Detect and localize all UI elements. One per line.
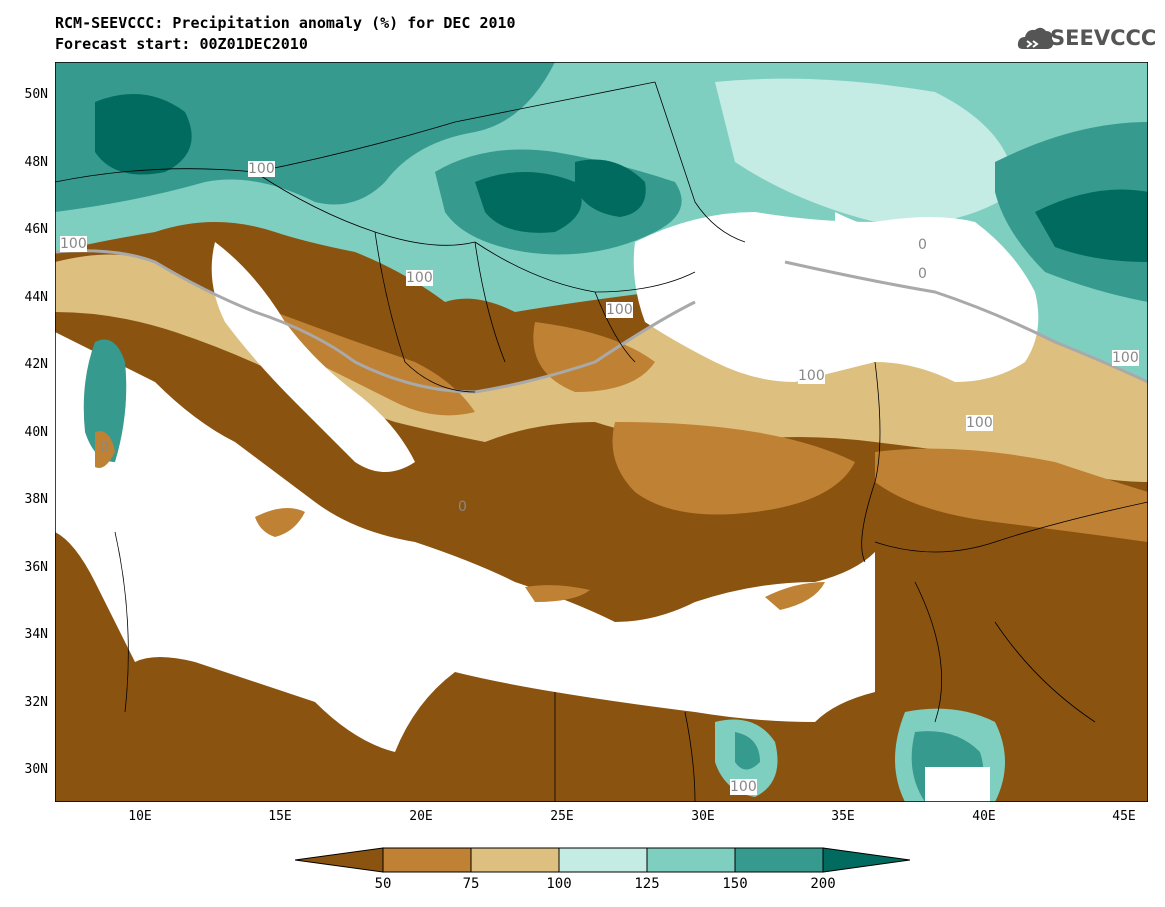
contour-label-100: 100 bbox=[798, 368, 825, 384]
legend-swatch bbox=[822, 847, 910, 873]
legend-swatch bbox=[470, 847, 560, 873]
lat-label: 32N bbox=[24, 695, 48, 710]
legend-label: 150 bbox=[722, 876, 748, 892]
lon-label: 45E bbox=[1112, 809, 1136, 824]
lon-label: 15E bbox=[268, 809, 292, 824]
legend-label: 125 bbox=[634, 876, 660, 892]
lon-label: 40E bbox=[972, 809, 996, 824]
contour-label-100: 100 bbox=[730, 779, 757, 795]
logo-text: SEEVCCC bbox=[1050, 26, 1157, 50]
cloud-logo-icon bbox=[1017, 27, 1054, 49]
lat-label: 30N bbox=[24, 762, 48, 777]
lat-label: 40N bbox=[24, 425, 48, 440]
lon-label: 35E bbox=[831, 809, 855, 824]
lon-label: 10E bbox=[128, 809, 152, 824]
lat-label: 48N bbox=[24, 155, 48, 170]
lat-label: 42N bbox=[24, 357, 48, 372]
lat-label: 34N bbox=[24, 627, 48, 642]
lon-label: 30E bbox=[691, 809, 715, 824]
lon-label: 20E bbox=[409, 809, 433, 824]
legend-swatch bbox=[734, 847, 824, 873]
contour-label-100: 100 bbox=[60, 236, 87, 252]
lat-label: 44N bbox=[24, 290, 48, 305]
lat-label: 36N bbox=[24, 560, 48, 575]
contour-label-100: 100 bbox=[248, 161, 275, 177]
legend-label: 75 bbox=[462, 876, 480, 892]
legend-label: 100 bbox=[546, 876, 572, 892]
lat-label: 46N bbox=[24, 222, 48, 237]
legend-swatch bbox=[382, 847, 472, 873]
contour-label-0: 0 bbox=[100, 440, 109, 456]
lon-label: 25E bbox=[550, 809, 574, 824]
legend-colorbar bbox=[295, 847, 910, 873]
forecast-start-label: Forecast start: 00Z01DEC2010 bbox=[55, 35, 308, 53]
anomaly-map bbox=[55, 62, 1148, 802]
legend-label: 200 bbox=[810, 876, 836, 892]
map-title: RCM-SEEVCCC: Precipitation anomaly (%) f… bbox=[55, 14, 516, 32]
contour-label-100: 100 bbox=[1112, 350, 1139, 366]
legend-swatch bbox=[295, 847, 384, 873]
legend-label: 50 bbox=[374, 876, 392, 892]
contour-label-100: 100 bbox=[606, 302, 633, 318]
contour-label-100: 100 bbox=[406, 270, 433, 286]
legend-swatch bbox=[558, 847, 648, 873]
legend-swatch bbox=[646, 847, 736, 873]
lat-label: 38N bbox=[24, 492, 48, 507]
contour-label-0: 0 bbox=[918, 237, 927, 253]
lat-label: 50N bbox=[24, 87, 48, 102]
contour-label-0: 0 bbox=[918, 266, 927, 282]
contour-label-100: 100 bbox=[966, 415, 993, 431]
contour-label-0: 0 bbox=[458, 499, 467, 515]
